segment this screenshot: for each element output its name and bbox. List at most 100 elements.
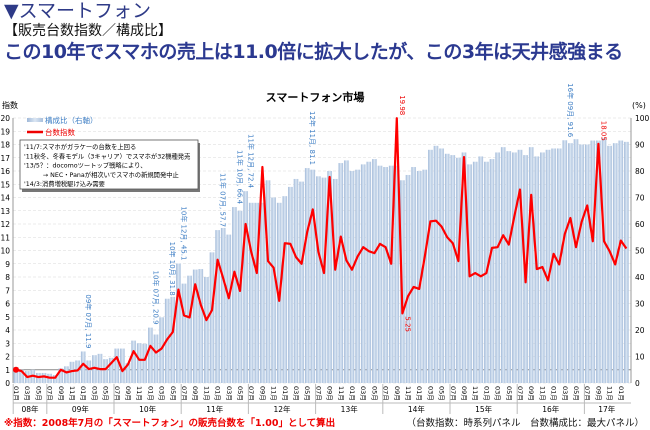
month-tick-label: 11月 bbox=[538, 386, 546, 401]
left-tick-label: 0 bbox=[5, 379, 10, 388]
bar-composition bbox=[456, 157, 461, 383]
footnote: ※指数：2008年7月の「スマートフォン」の販売台数を「1.00」として算出 bbox=[4, 418, 336, 429]
bar-composition bbox=[232, 207, 237, 383]
bar-composition bbox=[506, 151, 512, 383]
month-tick-label: 05月 bbox=[236, 386, 244, 401]
bar-composition bbox=[512, 152, 517, 383]
bar-composition bbox=[58, 368, 64, 383]
month-tick-label: 09月 bbox=[57, 386, 65, 401]
year-label: 09年 bbox=[72, 404, 90, 414]
month-tick-label: 07月 bbox=[113, 386, 121, 401]
bar-composition bbox=[19, 369, 24, 383]
left-axis-label: 指数 bbox=[2, 100, 18, 110]
bar-composition bbox=[377, 165, 383, 383]
bar-composition bbox=[344, 160, 349, 383]
month-tick-label: 05月 bbox=[169, 386, 177, 401]
month-tick-label: 01月 bbox=[482, 386, 490, 401]
month-tick-label: 03月 bbox=[359, 386, 367, 401]
bar-composition bbox=[209, 252, 215, 383]
bar-composition bbox=[405, 174, 411, 383]
right-tick-label: 100 bbox=[635, 114, 650, 123]
bar-composition bbox=[478, 156, 484, 383]
month-tick-label: 01月 bbox=[12, 386, 20, 401]
chart-title: スマートフォン市場 bbox=[266, 90, 365, 104]
right-tick-label: 50 bbox=[635, 247, 645, 256]
legend-label-bars: 構成比（右軸） bbox=[45, 115, 98, 125]
bar-composition bbox=[573, 139, 579, 383]
bar-composition bbox=[450, 155, 456, 383]
month-tick-label: 05月 bbox=[34, 386, 42, 401]
left-tick-label: 20 bbox=[0, 114, 10, 123]
bar-composition bbox=[86, 360, 92, 383]
line-point bbox=[13, 366, 19, 373]
month-tick-label: 03月 bbox=[292, 386, 300, 401]
subtitle: 【販売台数指数／構成比】 bbox=[4, 23, 172, 39]
month-tick-label: 09月 bbox=[258, 386, 266, 401]
note-line: '14/3:消費増税駆け込み需要 bbox=[24, 179, 105, 188]
bar-composition bbox=[282, 196, 288, 383]
year-label: 15年 bbox=[475, 404, 493, 414]
month-tick-label: 11月 bbox=[337, 386, 345, 401]
line-data-label: 19.98 bbox=[398, 95, 406, 115]
left-tick-label: 15 bbox=[0, 180, 10, 189]
bar-composition bbox=[204, 277, 209, 383]
bar-composition bbox=[80, 351, 86, 383]
month-tick-label: 01月 bbox=[348, 386, 356, 401]
bar-composition bbox=[428, 149, 433, 383]
left-tick-label: 14 bbox=[0, 194, 10, 203]
month-tick-label: 11月 bbox=[270, 386, 278, 401]
bar-composition bbox=[254, 202, 260, 383]
notes-box bbox=[19, 139, 199, 190]
bar-data-label: 11年 07月, 57.7 bbox=[219, 173, 228, 227]
month-tick-label: 03月 bbox=[225, 386, 233, 401]
year-label: 13年 bbox=[341, 404, 359, 414]
year-label: 08年 bbox=[21, 404, 39, 414]
right-tick-label: 40 bbox=[635, 273, 645, 282]
month-tick-label: 11月 bbox=[68, 386, 76, 401]
line-data-label: 5.25 bbox=[403, 316, 411, 332]
left-tick-label: 2 bbox=[5, 353, 10, 362]
right-tick-label: 80 bbox=[635, 167, 645, 176]
bar-composition bbox=[332, 178, 338, 383]
bar-composition bbox=[528, 147, 534, 383]
year-label: 10年 bbox=[139, 404, 157, 414]
bar-composition bbox=[108, 357, 114, 383]
bar-composition bbox=[601, 137, 607, 383]
month-tick-label: 11月 bbox=[404, 386, 412, 401]
bar-composition bbox=[500, 147, 506, 383]
left-tick-label: 6 bbox=[5, 300, 10, 309]
month-tick-label: 03月 bbox=[494, 386, 502, 401]
left-tick-label: 5 bbox=[5, 313, 10, 322]
bar-composition bbox=[226, 234, 232, 383]
bar-composition bbox=[366, 161, 372, 383]
bar-composition bbox=[422, 169, 428, 383]
month-tick-label: 09月 bbox=[124, 386, 132, 401]
legend-swatch-bars bbox=[27, 118, 43, 122]
bar-composition bbox=[271, 197, 276, 383]
month-tick-label: 11月 bbox=[135, 386, 143, 401]
headline: この10年でスマホの売上は11.0倍に拡大したが、この3年は天井感強まる bbox=[4, 41, 623, 63]
note-line: → NEC・Panaが相次いでスマホの新規開発中止 bbox=[24, 170, 179, 179]
bar-composition bbox=[624, 141, 629, 383]
bar-composition bbox=[176, 263, 181, 383]
right-tick-label: 60 bbox=[635, 220, 645, 229]
bar-composition bbox=[383, 167, 388, 383]
bar-composition bbox=[551, 148, 556, 383]
month-tick-label: 05月 bbox=[303, 386, 311, 401]
right-tick-label: 30 bbox=[635, 300, 645, 309]
bar-composition bbox=[92, 355, 97, 383]
bar-composition bbox=[103, 359, 108, 383]
bar-data-label: 16年 09月, 91.6 bbox=[566, 83, 575, 138]
month-tick-label: 11月 bbox=[202, 386, 210, 401]
bar-composition bbox=[120, 348, 125, 383]
line-data-label: 18.05 bbox=[599, 121, 607, 141]
month-tick-label: 09月 bbox=[191, 386, 199, 401]
month-tick-label: 01月 bbox=[415, 386, 423, 401]
month-tick-label: 11月 bbox=[606, 386, 614, 401]
bar-composition bbox=[394, 165, 400, 383]
bar-data-label: 10年 07月, 20.9 bbox=[151, 271, 160, 325]
year-label: 16年 bbox=[542, 404, 560, 414]
left-tick-label: 18 bbox=[0, 141, 10, 150]
bar-composition bbox=[41, 372, 47, 383]
